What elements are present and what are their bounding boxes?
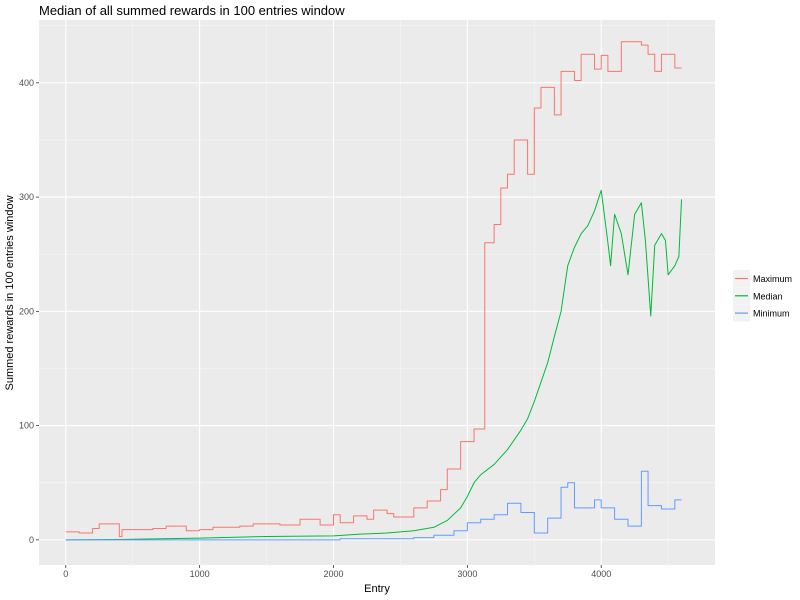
y-tick-label: 0: [29, 535, 34, 545]
y-tick-label: 400: [19, 78, 34, 88]
legend-label: Maximum: [753, 274, 792, 284]
y-tick-label: 300: [19, 192, 34, 202]
series-line-minimum: [65, 470, 682, 541]
x-tick-label: 4000: [591, 569, 611, 579]
grid: [39, 20, 715, 565]
legend: Maximum Median Minimum: [733, 270, 792, 322]
x-axis-title: Entry: [364, 583, 390, 595]
series-line-maximum: [65, 41, 682, 537]
series-layer: [65, 41, 683, 541]
x-axis: 0 1000 2000 3000 4000: [63, 565, 611, 579]
series-line-median: [65, 189, 683, 541]
plot-panel: [39, 20, 715, 565]
legend-label: Median: [753, 291, 783, 301]
y-tick-label: 200: [19, 306, 34, 316]
x-tick-label: 0: [63, 569, 68, 579]
y-axis: 0 100 200 300 400: [19, 78, 39, 545]
x-tick-label: 2000: [323, 569, 343, 579]
y-tick-label: 100: [19, 421, 34, 431]
x-tick-label: 3000: [457, 569, 477, 579]
y-axis-title: Summed rewards in 100 entries window: [4, 195, 16, 390]
x-tick-label: 1000: [190, 569, 210, 579]
chart-title: Median of all summed rewards in 100 entr…: [39, 3, 345, 18]
legend-label: Minimum: [753, 309, 790, 319]
